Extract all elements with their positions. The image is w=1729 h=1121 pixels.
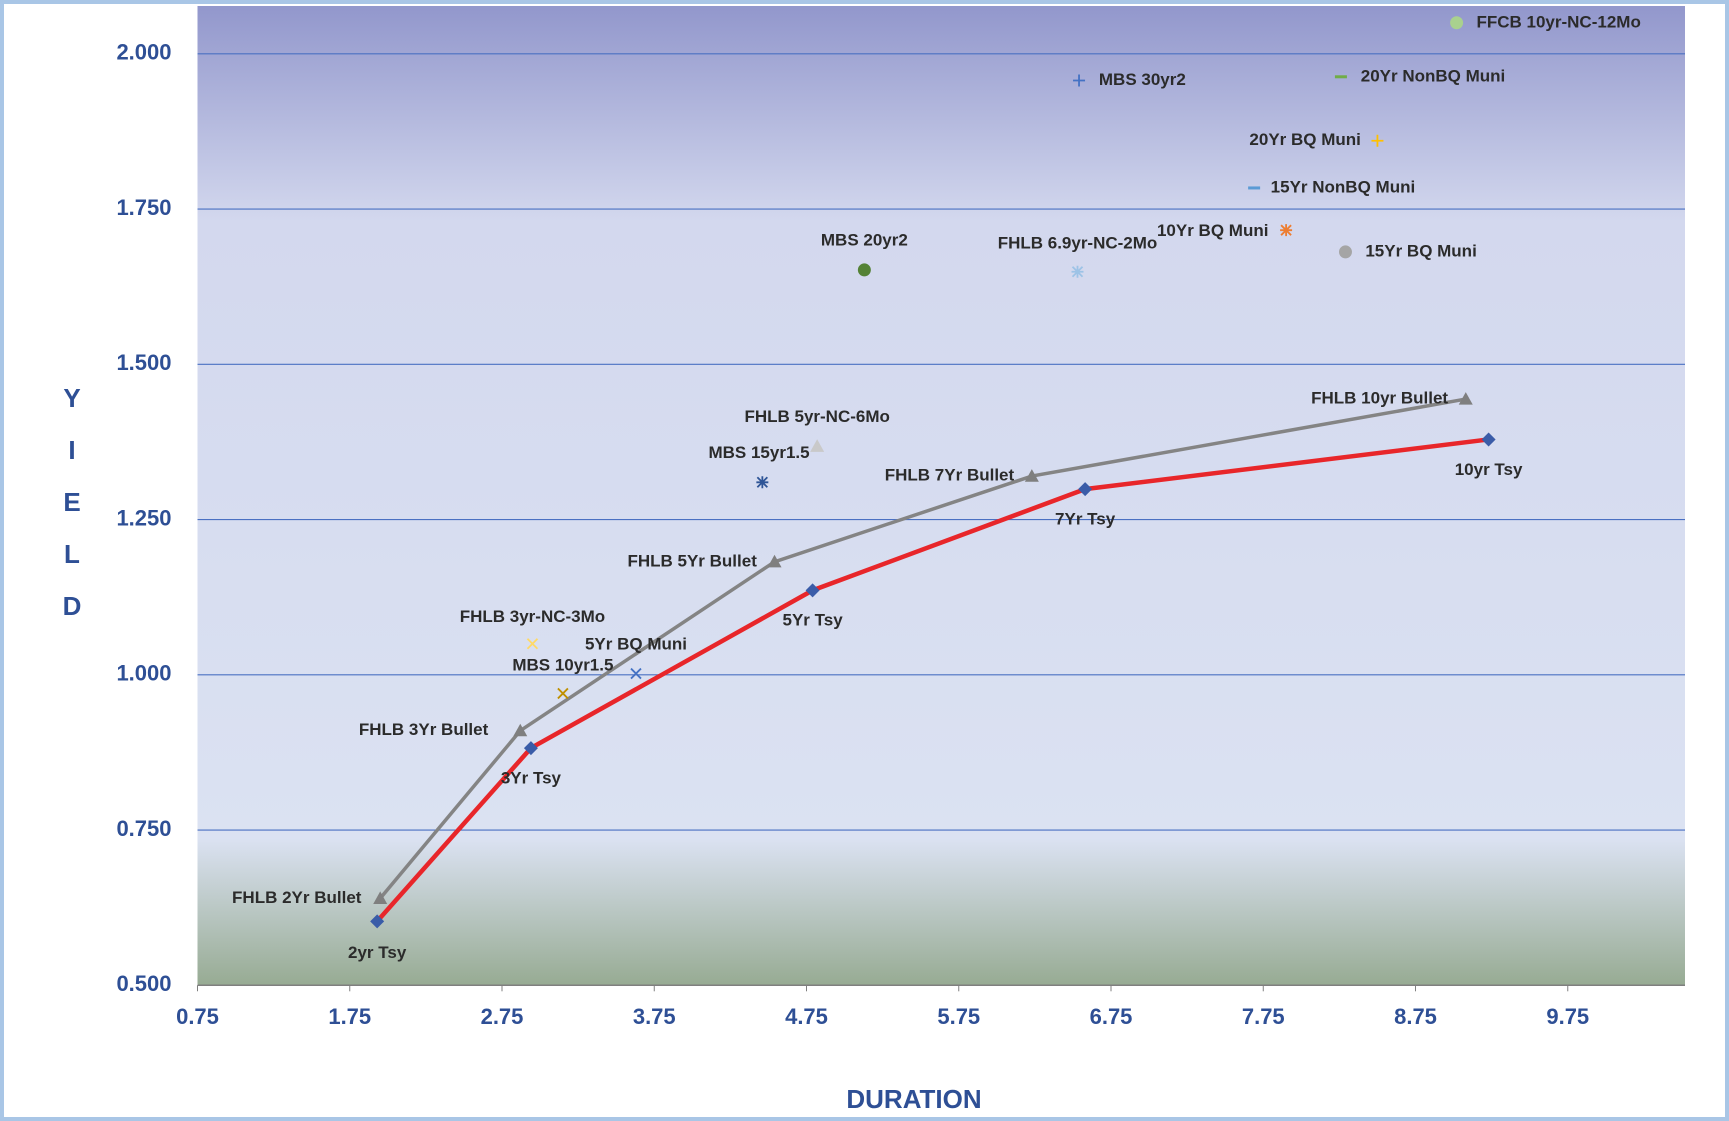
point-label: FHLB 2Yr Bullet — [232, 888, 362, 907]
point-label: 20Yr BQ Muni — [1249, 130, 1360, 149]
point-label: FFCB 10yr-NC-12Mo — [1476, 12, 1640, 31]
marker — [370, 914, 385, 929]
point-label: MBS 20yr2 — [821, 231, 908, 250]
marker — [513, 723, 528, 737]
marker — [1073, 74, 1086, 87]
y-tick-label: 1.500 — [116, 350, 171, 375]
point-label: FHLB 3Yr Bullet — [359, 720, 489, 739]
y-tick-label: 1.000 — [116, 661, 171, 686]
marker — [557, 687, 569, 700]
point-label: FHLB 3yr-NC-3Mo — [460, 607, 605, 626]
point-label: 5Yr Tsy — [783, 611, 844, 630]
point-label: FHLB 5Yr Bullet — [627, 551, 757, 570]
x-tick-label: 0.75 — [176, 1004, 219, 1029]
y-tick-label: 1.750 — [116, 195, 171, 220]
point-label: FHLB 10yr Bullet — [1311, 389, 1448, 408]
marker — [1450, 16, 1464, 30]
y-tick-label: 2.000 — [116, 40, 171, 65]
y-axis-title: YIELD — [57, 383, 87, 643]
point-label: 15Yr NonBQ Muni — [1271, 177, 1416, 196]
point-label: 15Yr BQ Muni — [1365, 241, 1476, 260]
y-tick-label: 1.250 — [116, 505, 171, 530]
point-label: 20Yr NonBQ Muni — [1361, 66, 1506, 85]
marker — [1481, 432, 1496, 447]
marker — [373, 891, 388, 904]
x-tick-label: 4.75 — [785, 1004, 828, 1029]
point-label: 7Yr Tsy — [1055, 510, 1116, 529]
y-tick-label: 0.750 — [116, 816, 171, 841]
x-tick-label: 2.75 — [481, 1004, 524, 1029]
x-tick-label: 5.75 — [937, 1004, 980, 1029]
marker — [1280, 224, 1293, 237]
marker — [1024, 469, 1039, 482]
point-label: FHLB 7Yr Bullet — [885, 466, 1015, 485]
point-label: MBS 10yr1.5 — [512, 655, 613, 674]
marker — [1071, 265, 1084, 278]
point-label: MBS 30yr2 — [1099, 70, 1186, 89]
point-label: 2yr Tsy — [348, 943, 407, 962]
x-tick-label: 7.75 — [1242, 1004, 1285, 1029]
marker — [1371, 134, 1384, 147]
point-label: 5Yr BQ Muni — [585, 634, 687, 653]
point-label: MBS 15yr1.5 — [708, 443, 809, 462]
x-tick-label: 3.75 — [633, 1004, 676, 1029]
plot-area — [197, 6, 1685, 986]
point-label: 10yr Tsy — [1455, 460, 1523, 479]
x-tick-label: 6.75 — [1090, 1004, 1133, 1029]
marker — [1458, 392, 1473, 405]
marker — [526, 638, 539, 650]
marker — [523, 741, 538, 756]
x-axis-title: DURATION — [846, 1084, 981, 1114]
marker — [767, 554, 782, 568]
point-label: FHLB 5yr-NC-6Mo — [744, 407, 889, 426]
point-label: FHLB 6.9yr-NC-2Mo — [998, 234, 1158, 253]
x-tick-label: 8.75 — [1394, 1004, 1437, 1029]
point-label: 10Yr BQ Muni — [1157, 221, 1268, 240]
marker — [857, 263, 871, 277]
point-label: 3Yr Tsy — [501, 768, 562, 787]
marker — [805, 583, 820, 598]
marker — [1338, 245, 1352, 259]
x-tick-label: 9.75 — [1546, 1004, 1589, 1029]
marker — [630, 667, 642, 680]
marker — [756, 476, 769, 489]
y-tick-label: 0.500 — [116, 971, 171, 996]
x-tick-label: 1.75 — [328, 1004, 371, 1029]
marker — [810, 439, 825, 452]
marker — [1078, 482, 1093, 497]
